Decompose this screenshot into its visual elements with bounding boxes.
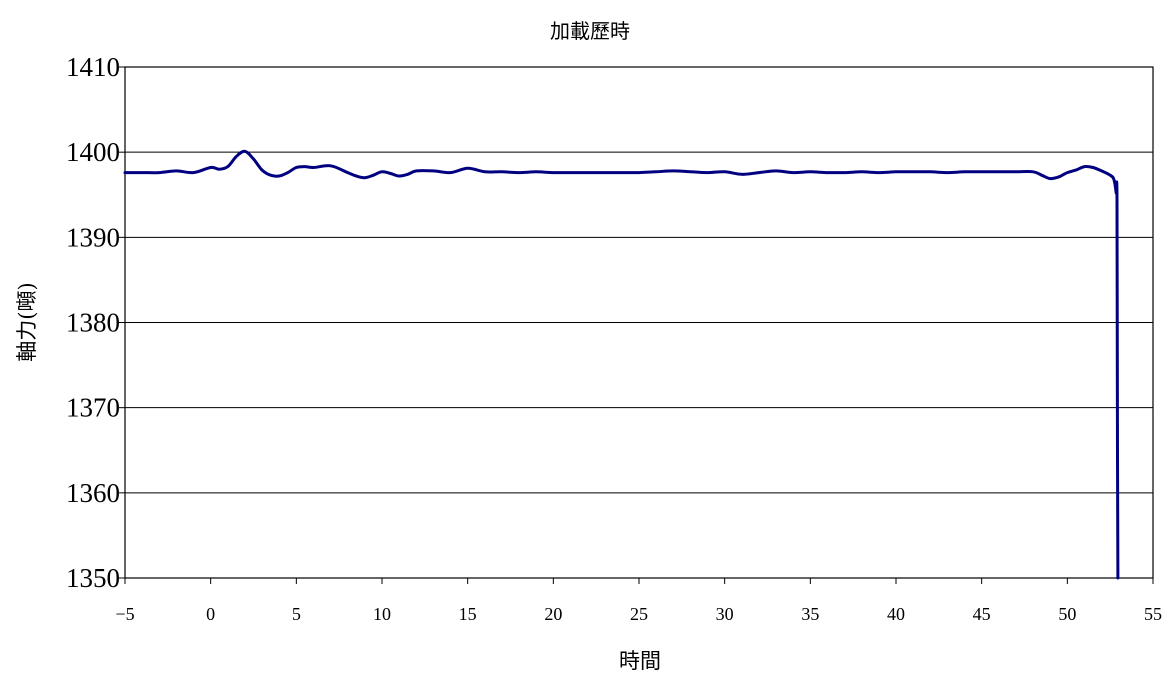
y-tick-label: 1380 [66,308,120,338]
x-tick-label: 35 [801,604,819,624]
x-tick-label: 55 [1144,604,1162,624]
series-line [123,149,1120,580]
chart-title: 加載歷時 [550,19,630,43]
y-tick-label: 1360 [66,478,120,508]
x-tick-label: 50 [1058,604,1076,624]
x-tick-label: 15 [459,604,477,624]
series-group [123,149,1120,580]
x-tick-label: 25 [630,604,648,624]
y-tick-label: 1410 [66,52,120,82]
x-tick-label: 45 [973,604,991,624]
x-axis-title: 時間 [619,649,661,673]
x-tick-label: 30 [716,604,734,624]
x-tick-label: −5 [115,604,134,624]
x-tick-label: 20 [544,604,562,624]
x-tick-label: 10 [373,604,391,624]
x-tick-label: 5 [292,604,301,624]
y-axis-title: 軸力(噸) [15,282,39,361]
x-tick-label: 0 [206,604,215,624]
x-axis-ticks: −5 0 5 10 15 20 25 30 35 40 45 50 55 [115,578,1162,624]
y-tick-label: 1370 [66,393,120,423]
y-axis-ticks: 1350 1360 1370 1380 1390 1400 1410 [66,52,125,593]
x-tick-label: 40 [887,604,905,624]
y-tick-label: 1400 [66,137,120,167]
y-tick-label: 1350 [66,563,120,593]
y-tick-label: 1390 [66,222,120,252]
gridlines [125,151,1153,494]
